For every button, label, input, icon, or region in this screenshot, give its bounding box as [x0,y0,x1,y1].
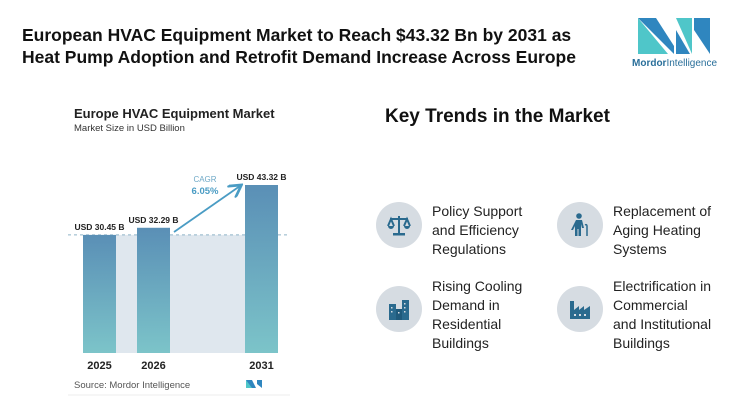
factory-icon [557,286,603,332]
buildings-icon [376,286,422,332]
cagr-arrow [173,186,240,233]
chart-title: Europe HVAC Equipment Market [74,106,275,121]
x-tick-2025: 2025 [87,360,111,372]
bar-2025 [83,234,116,353]
trend-text: Policy Support [432,203,523,219]
cagr-label: CAGR [193,175,216,184]
trend-text: Residential [432,316,502,332]
trend-item-replacement: Replacement of Aging Heating Systems [557,202,711,259]
source-logo-icon [246,380,262,388]
trend-text: Demand in [432,297,500,313]
trend-text: Buildings [432,335,489,351]
trend-text: Systems [613,241,667,257]
bar-2031 [245,185,278,353]
page-title: European HVAC Equipment Market to Reach … [22,24,612,68]
trend-text: Electrification in [613,278,712,294]
trend-text: Replacement of [613,203,712,219]
bar-2026 [137,227,170,353]
logo-text: MordorIntelligence [632,58,718,69]
title-line-2: Heat Pump Adoption and Retrofit Demand I… [22,47,576,67]
cagr-value: 6.05% [192,186,219,197]
scales-icon [376,202,422,248]
chart-source: Source: Mordor Intelligence [74,380,191,391]
trend-text: Rising Cooling [432,278,523,294]
trend-text: Aging Heating [613,222,701,238]
trend-text: and Institutional [613,316,712,332]
data-label-2026: USD 32.29 B [128,215,178,225]
data-label-2031: USD 43.32 B [236,172,286,182]
trend-text: Commercial [613,297,688,313]
x-tick-2031: 2031 [249,360,273,372]
elderly-person-icon [557,202,603,248]
chart-subtitle: Market Size in USD Billion [74,123,185,134]
trend-text: Buildings [613,335,670,351]
mordor-logo-icon [638,18,710,54]
trend-text: and Efficiency [432,222,519,238]
key-trends-title: Key Trends in the Market [385,106,610,127]
trend-item-policy: Policy Support and Efficiency Regulations [376,202,522,259]
data-label-2025: USD 30.45 B [74,222,124,232]
trend-text: Regulations [432,241,506,257]
x-tick-2026: 2026 [141,360,165,372]
trend-item-cooling: Rising Cooling Demand in Residential Buildi… [376,277,522,353]
trend-item-electrification: Electrification in Commercial and Institut… [557,277,711,353]
title-line-1: European HVAC Equipment Market to Reach … [22,25,572,45]
